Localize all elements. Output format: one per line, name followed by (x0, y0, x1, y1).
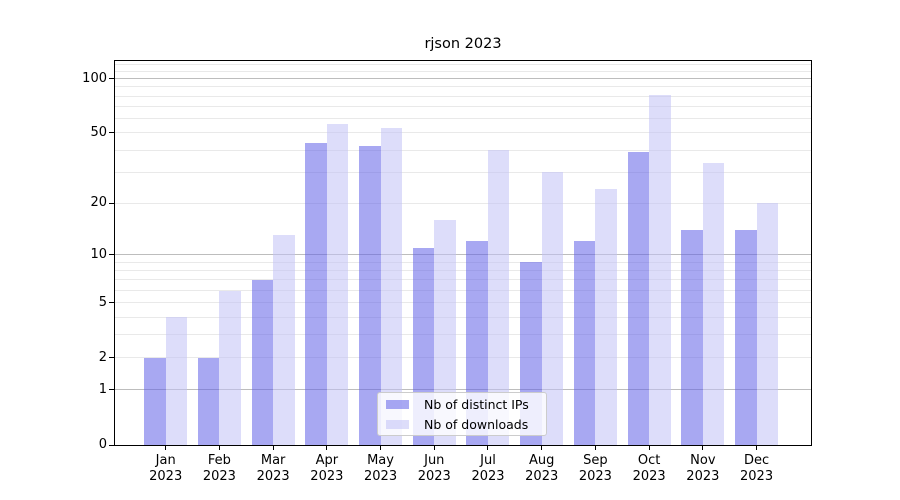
x-axis-tick-label: Apr 2023 (310, 453, 344, 484)
bar-distinct-ips (681, 229, 703, 445)
bar-downloads (273, 235, 295, 445)
y-axis-tick-label: 5 (98, 294, 107, 310)
minor-gridline (115, 132, 811, 134)
minor-gridline (115, 279, 811, 281)
bar-downloads (165, 317, 188, 445)
x-axis-tick-label: Feb 2023 (202, 453, 236, 484)
bar-downloads (595, 189, 617, 445)
x-axis-tick-label: Jul 2023 (471, 453, 505, 484)
x-axis-tick (272, 445, 274, 450)
minor-gridline (115, 149, 811, 151)
x-axis-tick (380, 445, 382, 450)
minor-gridline (115, 261, 811, 263)
x-axis-tick-label: Aug 2023 (525, 453, 559, 484)
minor-gridline (115, 357, 811, 359)
x-axis-tick (541, 445, 543, 450)
bar-downloads (541, 172, 564, 445)
y-axis-tick-label: 10 (90, 246, 107, 262)
minor-gridline (115, 63, 811, 65)
x-axis-tick-label: Oct 2023 (632, 453, 666, 484)
plot-area-inner: 0 1 2 5 10 20 50 100 Jan 2023 Feb 2023 Mar 2023 Apr… (82, 61, 811, 484)
y-axis-tick (109, 254, 114, 256)
y-axis-tick-label: 2 (98, 349, 107, 365)
minor-gridline (115, 202, 811, 204)
y-axis-tick (109, 444, 114, 446)
plot-area: 0 1 2 5 10 20 50 100 Jan 2023 Feb 2023 Mar 2023 Apr… (82, 60, 812, 484)
x-axis-tick-label: Dec 2023 (740, 453, 774, 484)
y-axis-tick (109, 132, 114, 134)
bar-downloads (326, 123, 349, 445)
minor-gridline (115, 95, 811, 97)
legend-label: Nb of distinct IPs (424, 396, 529, 412)
y-axis-tick-label: 0 (98, 437, 107, 452)
minor-gridline (115, 289, 811, 291)
minor-gridline (115, 316, 811, 318)
major-gridline (115, 254, 811, 256)
minor-gridline (115, 106, 811, 108)
x-axis-tick (326, 445, 328, 450)
minor-gridline (115, 171, 811, 173)
x-axis-tick (433, 445, 435, 450)
legend: Nb of distinct IPs Nb of downloads (377, 392, 547, 436)
bar-distinct-ips (735, 229, 757, 445)
minor-gridline (115, 302, 811, 304)
y-axis-tick (109, 302, 114, 304)
bar-distinct-ips (359, 146, 381, 445)
minor-gridline (115, 118, 811, 120)
x-axis-tick (165, 445, 167, 450)
x-axis-tick (218, 445, 220, 450)
y-axis-tick-label: 1 (98, 381, 107, 397)
x-axis-tick-label: Nov 2023 (686, 453, 720, 484)
y-axis-tick-label: 20 (90, 195, 107, 211)
x-axis-tick (594, 445, 596, 450)
x-axis-tick (756, 445, 758, 450)
bar-distinct-ips (144, 357, 166, 445)
bar-downloads (434, 220, 456, 445)
major-gridline (115, 78, 811, 80)
legend-label: Nb of downloads (424, 416, 529, 432)
bar-distinct-ips (197, 357, 220, 445)
minor-gridline (115, 334, 811, 336)
bar-distinct-ips (251, 279, 274, 445)
y-axis-tick (109, 389, 114, 391)
chart-title: rjson 2023 (424, 36, 502, 52)
x-axis-tick (487, 445, 489, 450)
bar-downloads (219, 290, 241, 445)
x-axis-tick-label: Jan 2023 (149, 453, 183, 484)
legend-entry-downloads: Nb of downloads (386, 417, 538, 432)
bar-downloads (756, 203, 779, 445)
legend-swatch (386, 399, 409, 409)
legend-swatch (386, 419, 409, 429)
legend-entry-distinct-ips: Nb of distinct IPs (386, 397, 538, 412)
bar-distinct-ips (573, 241, 596, 445)
x-axis-tick (648, 445, 650, 450)
x-axis-tick (702, 445, 704, 450)
minor-gridline (115, 270, 811, 272)
minor-gridline (115, 86, 811, 88)
bar-distinct-ips (305, 142, 327, 445)
x-axis-tick-label: Jun 2023 (417, 453, 451, 484)
y-axis-tick (109, 202, 114, 204)
bar-downloads (702, 162, 725, 445)
bar-downloads (487, 150, 510, 445)
y-axis-tick (109, 357, 114, 359)
x-axis-tick-label: Sep 2023 (578, 453, 612, 484)
y-axis-tick (109, 78, 114, 80)
y-axis-tick-label: 50 (90, 124, 107, 140)
y-axis-tick-label: 100 (82, 70, 107, 86)
x-axis-tick-label: May 2023 (364, 453, 398, 484)
bar-distinct-ips (627, 152, 650, 445)
major-gridline (115, 389, 811, 391)
bar-downloads (649, 95, 671, 445)
x-axis-tick-label: Mar 2023 (256, 453, 290, 484)
minor-gridline (115, 70, 811, 72)
bar-downloads (380, 128, 403, 445)
